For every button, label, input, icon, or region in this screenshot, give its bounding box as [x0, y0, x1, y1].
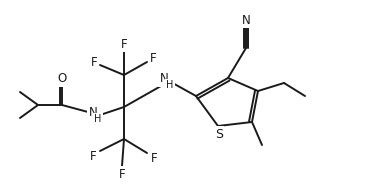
Text: F: F [150, 52, 156, 65]
Text: F: F [121, 37, 127, 50]
Text: F: F [91, 55, 97, 69]
Text: H: H [166, 80, 174, 90]
Text: F: F [151, 152, 157, 166]
Text: N: N [242, 13, 250, 26]
Text: F: F [90, 151, 96, 164]
Text: O: O [57, 73, 67, 85]
Text: N: N [89, 107, 97, 119]
Text: N: N [160, 73, 168, 85]
Text: F: F [119, 167, 125, 180]
Text: H: H [94, 114, 102, 124]
Text: S: S [215, 127, 223, 141]
